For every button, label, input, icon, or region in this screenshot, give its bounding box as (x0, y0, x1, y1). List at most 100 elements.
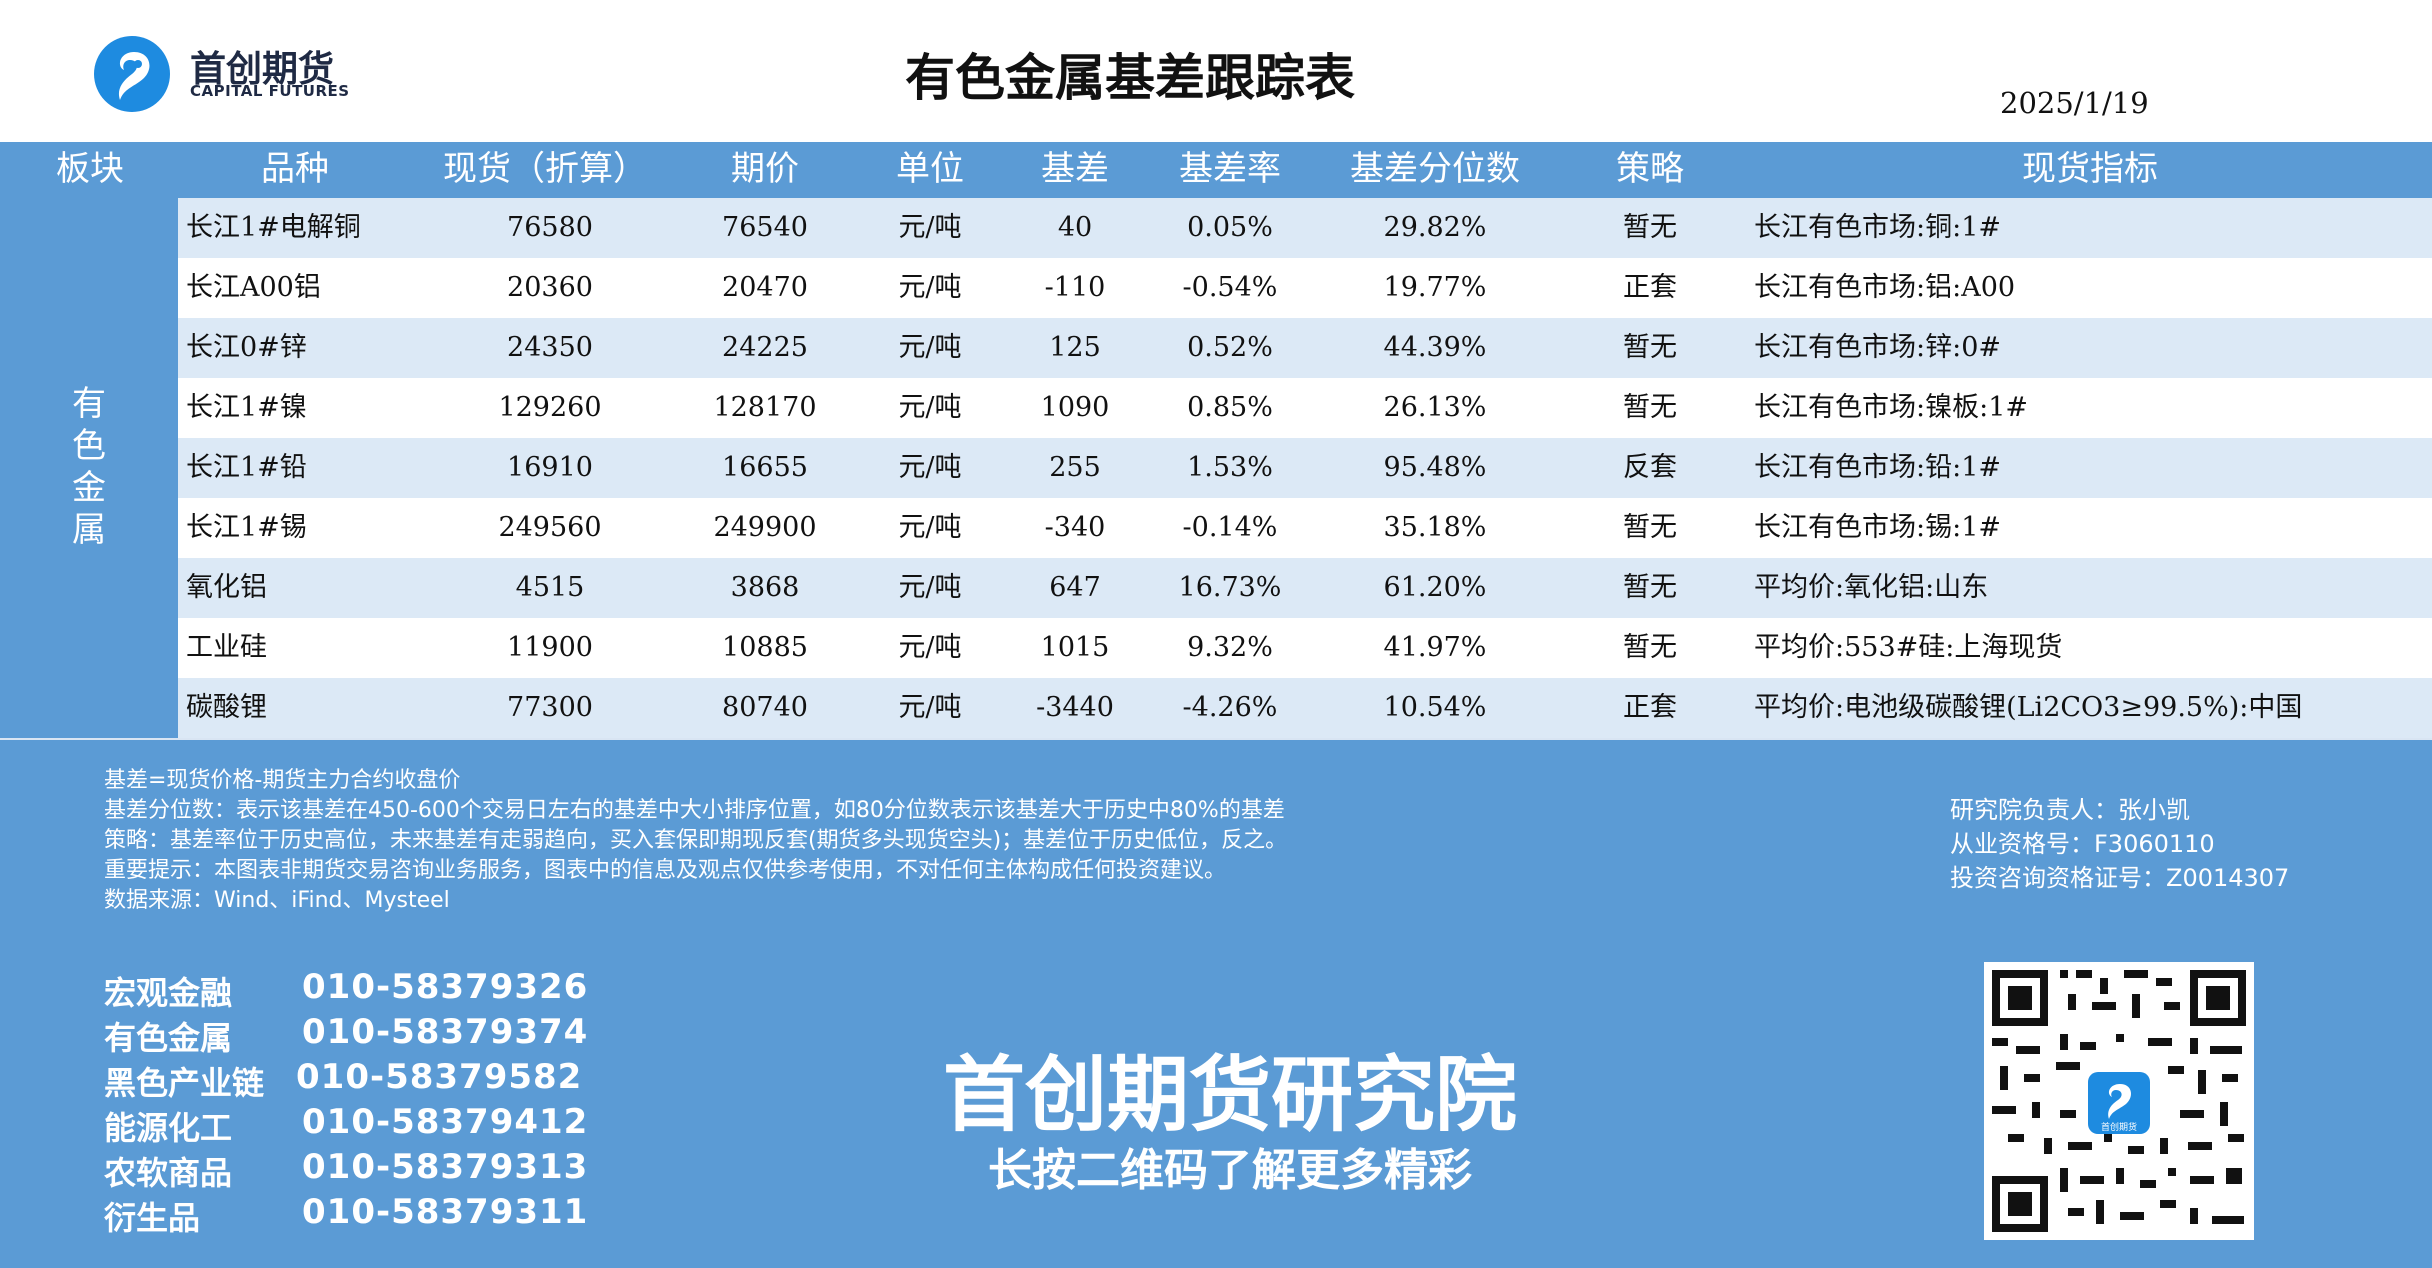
cell-indicator: 平均价:553#硅:上海现货 (1754, 632, 2063, 663)
cell-basis: 1015 (1040, 632, 1110, 663)
cell-percentile: 35.18% (1383, 512, 1487, 543)
cell-indicator: 长江有色市场:锌:0# (1754, 332, 2001, 363)
cell-percentile: 61.20% (1383, 572, 1487, 603)
cell-percentile: 10.54% (1383, 692, 1487, 723)
cell-basis-rate: -0.54% (1182, 272, 1278, 303)
cell-basis: 125 (1049, 332, 1101, 363)
capital-futures-logo: 首创期货 CAPITAL FUTURES (90, 30, 350, 120)
page-title: 有色金属基差跟踪表 (905, 49, 1355, 107)
cell-basis: 1090 (1040, 392, 1110, 423)
logo-swirl-icon (94, 36, 170, 112)
institute-name: 首创期货研究院 (942, 1048, 1517, 1143)
note-percentile-definition: 基差分位数：表示该基差在450-600个交易日左右的基差中大小排序位置，如80分… (104, 798, 1285, 823)
cell-strategy: 反套 (1623, 452, 1677, 483)
qr-code-icon: 首创期货 (1984, 962, 2254, 1240)
cell-percentile: 95.48% (1383, 452, 1487, 483)
table-row: 碳酸锂 77300 80740 元/吨 -3440 -4.26% 10.54% … (178, 678, 2432, 738)
report-date: 2025/1/19 (2000, 86, 2149, 120)
cell-futures: 24225 (722, 332, 808, 363)
contact-name: 宏观金融 (104, 974, 233, 1012)
cell-indicator: 长江有色市场:铝:A00 (1754, 272, 2016, 303)
cell-spot: 24350 (507, 332, 593, 363)
cell-strategy: 正套 (1623, 272, 1677, 303)
cell-futures: 16655 (722, 452, 808, 483)
cell-unit: 元/吨 (898, 212, 962, 243)
qr-badge-text: 首创期货 (2101, 1121, 2137, 1133)
cell-basis-rate: 1.53% (1187, 452, 1273, 483)
cell-unit: 元/吨 (898, 272, 962, 303)
note-data-source: 数据来源：Wind、iFind、Mysteel (104, 888, 450, 913)
cell-spot: 77300 (507, 692, 593, 723)
contact-phone: 010-58379313 (302, 1147, 589, 1187)
cell-basis-rate: -0.14% (1182, 512, 1278, 543)
cell-futures: 249900 (713, 512, 817, 543)
cell-indicator: 长江有色市场:铅:1# (1754, 452, 2001, 483)
analyst-head: 研究院负责人：张小凯 (1950, 796, 2190, 824)
column-header-variety: 品种 (261, 149, 329, 189)
cell-percentile: 26.13% (1383, 392, 1487, 423)
cell-unit: 元/吨 (898, 692, 962, 723)
column-header-unit: 单位 (896, 149, 964, 189)
cell-variety: 氧化铝 (186, 572, 267, 603)
cell-indicator: 平均价:氧化铝:山东 (1754, 572, 1989, 603)
cell-unit: 元/吨 (898, 632, 962, 663)
contact-phone: 010-58379412 (302, 1102, 589, 1142)
contact-phone: 010-58379311 (302, 1192, 589, 1232)
cell-spot: 129260 (498, 392, 602, 423)
contact-name: 有色金属 (104, 1019, 233, 1057)
cell-indicator: 长江有色市场:锡:1# (1754, 512, 2001, 543)
cell-basis-rate: 9.32% (1187, 632, 1273, 663)
cell-basis: 255 (1049, 452, 1101, 483)
cell-unit: 元/吨 (898, 452, 962, 483)
table-body: 长江1#电解铜 76580 76540 元/吨 40 0.05% 29.82% … (178, 198, 2432, 738)
cell-unit: 元/吨 (898, 512, 962, 543)
contact-footer: 宏观金融 010-58379326 有色金属 010-58379374 黑色产业… (0, 936, 2432, 1268)
sector-label: 有色金属 (72, 384, 106, 550)
cell-futures: 76540 (722, 212, 808, 243)
cell-basis: -3440 (1036, 692, 1114, 723)
cell-variety: 长江1#锡 (186, 512, 307, 543)
cell-variety: 长江0#锌 (186, 332, 307, 363)
table-row: 长江1#电解铜 76580 76540 元/吨 40 0.05% 29.82% … (178, 198, 2432, 258)
table-row: 工业硅 11900 10885 元/吨 1015 9.32% 41.97% 暂无… (178, 618, 2432, 678)
cell-percentile: 29.82% (1383, 212, 1487, 243)
cell-futures: 3868 (730, 572, 800, 603)
cell-unit: 元/吨 (898, 572, 962, 603)
cell-strategy: 暂无 (1623, 332, 1677, 363)
column-header-basis: 基差 (1041, 149, 1109, 189)
cell-variety: 长江1#铅 (186, 452, 307, 483)
cell-percentile: 41.97% (1383, 632, 1487, 663)
cell-futures: 80740 (722, 692, 808, 723)
cell-basis-rate: 0.52% (1187, 332, 1273, 363)
cell-futures: 128170 (713, 392, 817, 423)
contact-name: 能源化工 (104, 1109, 233, 1147)
table-row: 长江1#镍 129260 128170 元/吨 1090 0.85% 26.13… (178, 378, 2432, 438)
contact-phone: 010-58379582 (296, 1057, 583, 1097)
column-header-spot: 现货（折算） (443, 149, 647, 189)
cell-basis: -340 (1044, 512, 1106, 543)
table-row: 长江A00铝 20360 20470 元/吨 -110 -0.54% 19.77… (178, 258, 2432, 318)
note-basis-definition: 基差=现货价格-期货主力合约收盘价 (104, 768, 461, 793)
cell-spot: 11900 (507, 632, 593, 663)
qr-code[interactable]: 首创期货 (1984, 962, 2254, 1240)
cell-basis: -110 (1044, 272, 1106, 303)
notes-panel: 基差=现货价格-期货主力合约收盘价 基差分位数：表示该基差在450-600个交易… (0, 738, 2432, 938)
cell-basis-rate: 0.05% (1187, 212, 1273, 243)
cell-basis: 40 (1057, 212, 1093, 243)
cell-variety: 碳酸锂 (186, 692, 267, 723)
cell-unit: 元/吨 (898, 332, 962, 363)
sector-cell: 有色金属 (0, 198, 178, 736)
cell-variety: 工业硅 (186, 632, 267, 663)
cell-percentile: 19.77% (1383, 272, 1487, 303)
cell-spot: 4515 (515, 572, 585, 603)
column-header-basis-rate: 基差率 (1179, 149, 1281, 189)
cell-futures: 10885 (722, 632, 808, 663)
column-header-strategy: 策略 (1616, 149, 1684, 189)
cell-variety: 长江1#电解铜 (186, 212, 361, 243)
cell-strategy: 正套 (1623, 692, 1677, 723)
cell-strategy: 暂无 (1623, 512, 1677, 543)
column-header-percentile: 基差分位数 (1350, 149, 1520, 189)
cell-unit: 元/吨 (898, 392, 962, 423)
analyst-license: 从业资格号：F3060110 (1950, 830, 2215, 858)
note-strategy-definition: 策略：基差率位于历史高位，未来基差有走弱趋向，买入套保即期现反套(期货多头现货空… (104, 828, 1288, 853)
